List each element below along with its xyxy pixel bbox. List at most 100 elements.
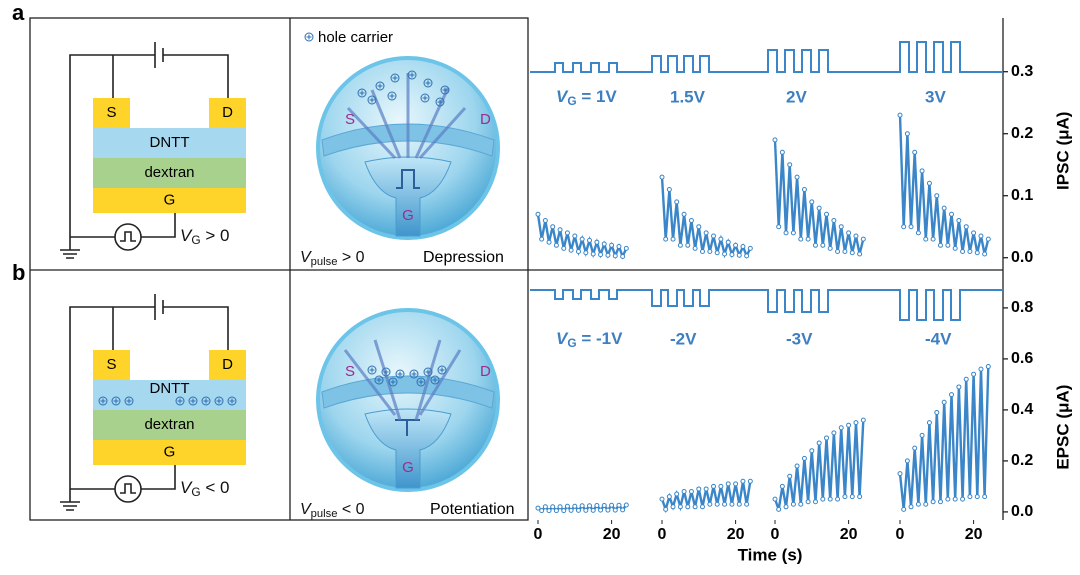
symbol: V [180,226,193,245]
data-point [594,503,600,509]
layer-label: G [164,191,176,208]
hole [435,97,445,107]
data-point [703,486,709,492]
data-point [835,249,841,254]
hole-plus [306,34,312,40]
data-point [901,224,907,230]
label-s: S [345,363,355,380]
hole-plus [442,87,448,93]
data-point [674,199,680,205]
data-point [949,392,955,398]
data-point [677,504,683,510]
hole [357,88,367,98]
data-point [937,499,943,505]
data-point [616,244,622,250]
subscript: G [191,233,200,247]
label-d: D [480,111,491,128]
data-point [681,211,687,217]
gate-stem [364,408,452,489]
data-point [956,218,962,223]
layer-dielectric [93,158,246,188]
data-point [594,239,600,245]
data-point [736,501,742,507]
layer-label: DNTT [150,134,190,151]
data-point [670,504,676,510]
data-point [923,236,929,242]
data-point [740,244,746,250]
data-point [550,504,556,510]
data-point [572,503,578,509]
data-point [776,506,782,512]
hole-plus [369,97,375,103]
group-label: 2V [786,87,807,106]
hole [423,367,433,377]
y-axis-label: IPSC (μA) [1053,112,1072,190]
data-point [798,236,804,242]
data-point [956,384,962,390]
data-point [838,425,844,431]
layer-label: dextran [144,416,194,433]
layer-drain [209,98,246,128]
data-point [733,481,739,487]
data-point [857,494,863,500]
y-tick-label: 0.1 [1011,187,1033,204]
x-tick-label: 0 [896,526,905,543]
hole-plus [177,398,183,404]
data-point [779,149,785,155]
data-point [579,503,585,509]
hole [98,396,108,406]
x-tick-label: 20 [727,526,745,543]
data-point [783,504,789,510]
data-point [945,496,951,502]
hole-plus [369,367,375,373]
hole-plus [425,369,431,375]
layer-label: D [222,356,233,373]
data-point [535,505,541,511]
data-point [663,236,669,242]
group-label: -2V [670,329,697,348]
hole [227,396,237,406]
panel-frame [29,17,529,521]
hole [188,396,198,406]
symbol: V [180,478,193,497]
hole [390,73,400,83]
y-tick-label: 0.8 [1011,299,1033,316]
label-s: S [345,111,355,128]
data-point [564,503,570,509]
bias-label: VG < 0 [180,478,229,499]
pulse-label: Vpulse > 0 [300,249,365,268]
data-point [812,499,818,505]
hole [407,70,417,80]
data-point [809,448,815,454]
hole [111,396,121,406]
data-point [557,227,563,233]
symbol: V [300,501,312,518]
data-point [568,247,574,253]
battery [154,294,164,320]
data-point [692,245,698,251]
hole-plus [397,371,403,377]
data-point [696,486,702,492]
data-point [945,242,951,248]
data-point [930,236,936,242]
hole-plus [126,398,132,404]
data-point [831,430,837,436]
data-point [949,211,955,217]
hole [388,377,398,387]
data-point [772,137,778,143]
carrier-arrow [418,106,467,160]
y-tick-label: 0.6 [1011,350,1033,367]
group-label: -4V [925,329,952,348]
data-point [699,249,705,254]
data-point [853,420,859,426]
data-point [553,242,559,248]
hole-plus [418,379,424,385]
hole-plus [411,371,417,377]
data-point [915,230,921,236]
layer-gate [93,188,246,213]
data-point [659,174,665,180]
data-point [740,478,746,484]
data-point [718,236,724,242]
hole-plus [359,90,365,96]
data-point [915,501,921,507]
